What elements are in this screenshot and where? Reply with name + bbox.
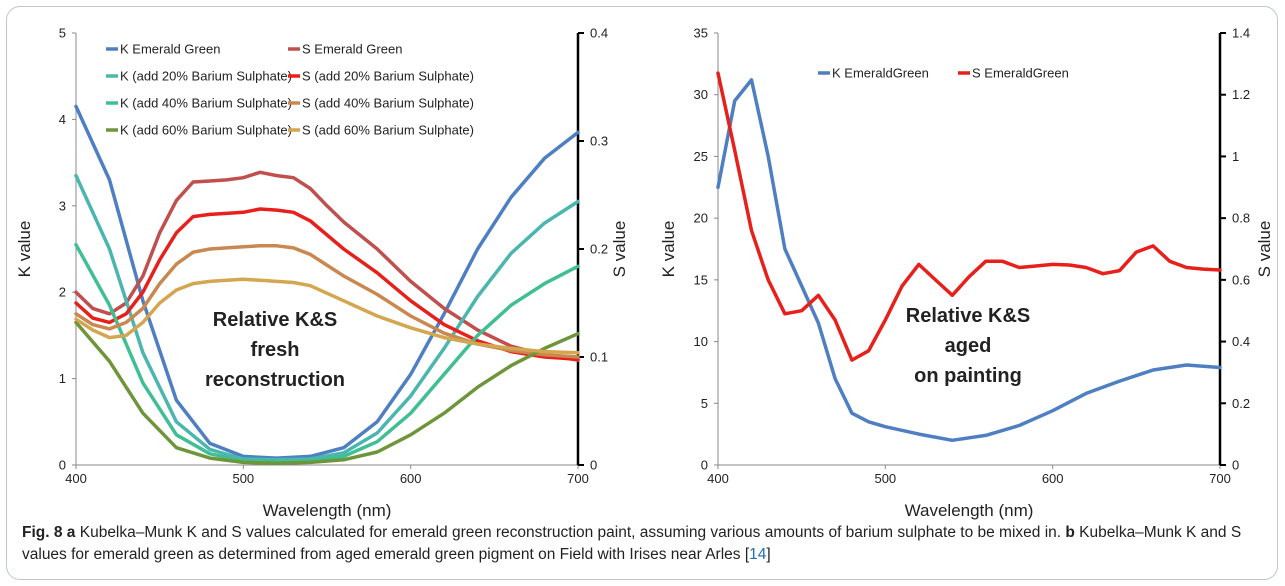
panel-a-x-tick-label: 700	[567, 471, 589, 486]
panel-b-legend-label: S EmeraldGreen	[972, 66, 1069, 81]
panel-a-series-line	[74, 244, 580, 359]
panel-a-legend-label: K Emerald Green	[120, 42, 220, 57]
panel-b-y-tick-label: 25	[694, 149, 708, 164]
panel-a-series-line	[74, 173, 580, 462]
figure-frame	[6, 6, 1278, 580]
panel-a-y2-tick-label: 0.1	[590, 350, 608, 365]
panel-b-y2-tick-label: 0	[1232, 458, 1239, 473]
caption-b-text: Kubelka–Munk K and S values for emerald …	[22, 524, 1242, 563]
panel-a-legend-label: S Emerald Green	[302, 42, 402, 57]
panel-b-x-tick-label: 500	[874, 471, 896, 486]
panel-b-annotation-text: on painting	[914, 365, 1022, 387]
panel-a-y2-tick-label: 0.3	[590, 134, 608, 149]
caption-ref-open: [	[744, 546, 750, 563]
caption-ref-close: ]	[766, 546, 771, 563]
panel-a-y-tick-label: 1	[59, 371, 66, 386]
panel-b-y2-tick-label: 0.6	[1232, 272, 1250, 287]
panel-b-y2-axis-title: S value	[1255, 221, 1274, 278]
figure-caption: Fig. 8 a Kubelka–Munk K and S values cal…	[22, 522, 1267, 566]
panel-a-y-tick-label: 2	[59, 285, 66, 300]
panel-b-y2-tick-label: 0.2	[1232, 396, 1250, 411]
panel-a-annotation-text: fresh	[251, 339, 300, 361]
panel-b-series-line	[716, 78, 1222, 443]
caption-b-label: b	[1065, 524, 1075, 541]
panel-a-y-tick-label: 4	[59, 112, 66, 127]
panel-a-y2-tick-label: 0	[590, 458, 597, 473]
panel-b-y-tick-label: 35	[694, 26, 708, 41]
panel-b-y2-tick-label: 0.4	[1232, 334, 1250, 349]
panel-a-y2-tick-label: 0.2	[590, 242, 608, 257]
panel-b-x-tick-label: 700	[1209, 471, 1231, 486]
panel-a-series-line	[74, 320, 580, 466]
panel-b-annotation-text: Relative K&S	[906, 305, 1031, 327]
panel-a-y-axis-title: K value	[15, 221, 34, 278]
panel-b-y-tick-label: 5	[701, 396, 708, 411]
panel-a-series-line	[74, 104, 580, 460]
panel-b-y2-tick-label: 0.8	[1232, 211, 1250, 226]
panel-a-x-axis-title: Wavelength (nm)	[263, 501, 392, 520]
caption-a-text: Kubelka–Munk K and S values calculated f…	[79, 524, 1062, 541]
panel-a-annotation-text: Relative K&S	[213, 309, 338, 331]
panel-a-y-tick-label: 0	[59, 458, 66, 473]
panel-b-y2-tick-label: 1.4	[1232, 26, 1250, 41]
panel-a-y-tick-label: 3	[59, 198, 66, 213]
panel-b-y-tick-label: 10	[694, 334, 708, 349]
panel-a-legend-label: K (add 20% Barium Sulphate)	[120, 69, 292, 84]
panel-b-x-tick-label: 400	[707, 471, 729, 486]
panel-b-series-line	[716, 71, 1222, 362]
panel-b-y-tick-label: 30	[694, 87, 708, 102]
panel-a-annotation-text: reconstruction	[205, 369, 345, 391]
panel-a-y2-axis-title: S value	[610, 221, 629, 278]
panel-a-legend-label: S (add 40% Barium Sulphate)	[302, 96, 474, 111]
panel-a-legend-label: K (add 40% Barium Sulphate)	[120, 96, 292, 111]
panel-a-y-tick-label: 5	[59, 26, 66, 41]
panel-a-series-line	[74, 207, 580, 361]
panel-a-legend-label: K (add 60% Barium Sulphate)	[120, 123, 292, 138]
panel-a-x-tick-label: 500	[232, 471, 254, 486]
panel-a-x-tick-label: 600	[400, 471, 422, 486]
panel-b-y-tick-label: 0	[701, 458, 708, 473]
panel-b-legend-label: K EmeraldGreen	[832, 66, 929, 81]
panel-a-legend-label: S (add 20% Barium Sulphate)	[302, 69, 474, 84]
panel-a-series-line	[74, 170, 580, 362]
caption-reference-link[interactable]: 14	[749, 546, 767, 563]
panel-a-x-tick-label: 400	[65, 471, 87, 486]
panel-b-x-tick-label: 600	[1042, 471, 1064, 486]
panel-b-y-tick-label: 15	[694, 272, 708, 287]
panel-b-y-tick-label: 20	[694, 211, 708, 226]
panel-b-x-axis-title: Wavelength (nm)	[905, 501, 1034, 520]
panel-b-y2-tick-label: 1.2	[1232, 87, 1250, 102]
panel-a-legend-label: S (add 60% Barium Sulphate)	[302, 123, 474, 138]
caption-a-label: a	[66, 524, 76, 541]
panel-b-annotation-text: aged	[945, 335, 992, 357]
panel-a-series-line	[74, 277, 580, 355]
panel-a-y2-tick-label: 0.4	[590, 26, 608, 41]
panel-b-y-axis-title: K value	[659, 221, 678, 278]
panel-a-series-line	[74, 242, 580, 464]
panel-b-y2-tick-label: 1	[1232, 149, 1239, 164]
caption-fig-label: Fig. 8	[22, 524, 63, 541]
